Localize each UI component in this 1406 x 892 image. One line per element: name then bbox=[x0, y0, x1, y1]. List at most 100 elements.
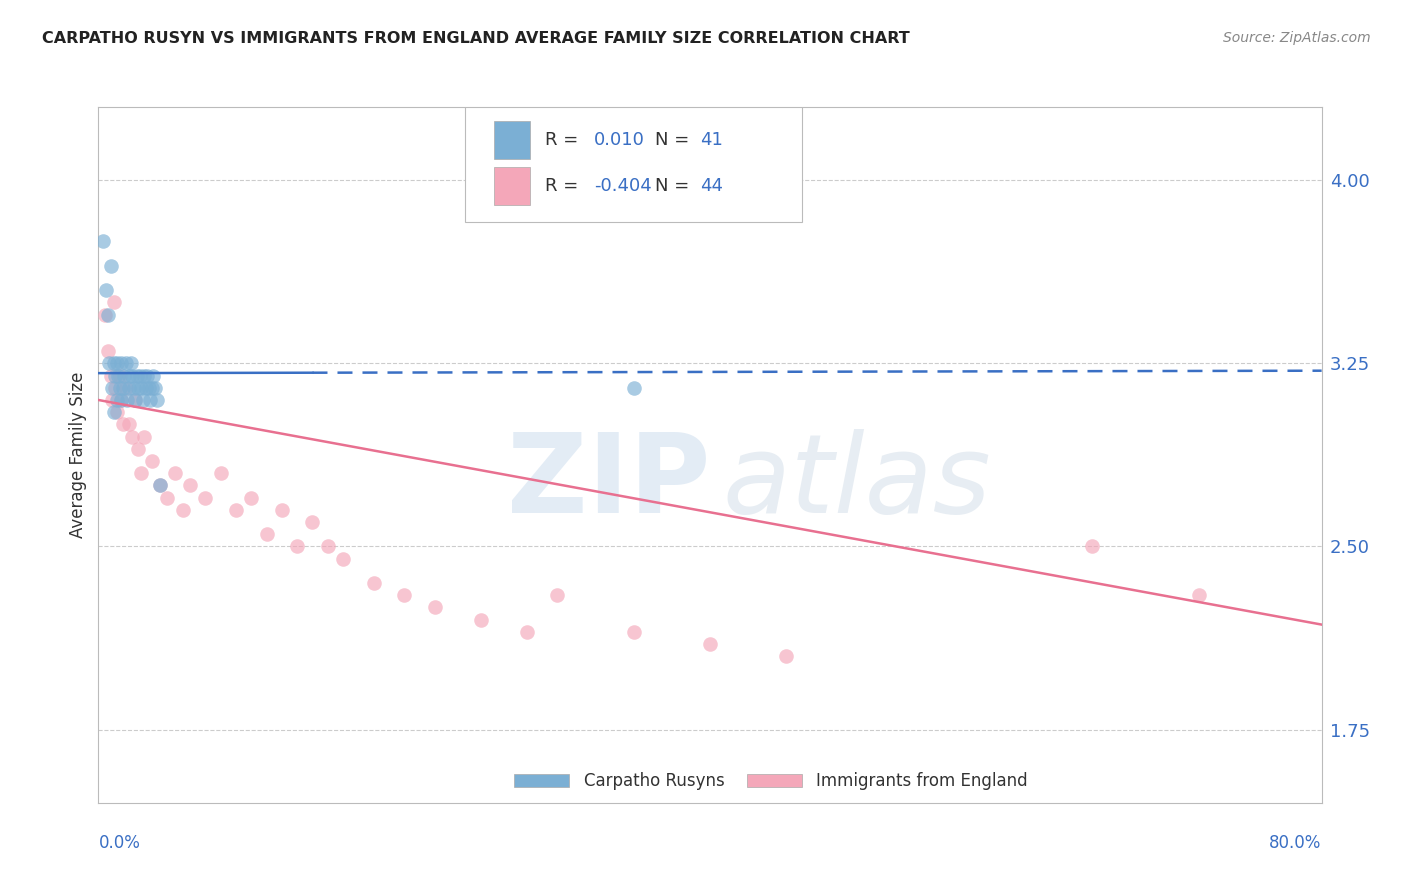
Text: 44: 44 bbox=[700, 177, 723, 194]
Text: N =: N = bbox=[655, 131, 695, 149]
Point bbox=[139, 392, 162, 407]
Point bbox=[98, 356, 121, 370]
Point bbox=[470, 613, 492, 627]
Point bbox=[546, 588, 568, 602]
Point bbox=[301, 515, 323, 529]
Point bbox=[392, 588, 416, 602]
Point bbox=[623, 381, 645, 395]
Text: R =: R = bbox=[546, 131, 583, 149]
Text: Source: ZipAtlas.com: Source: ZipAtlas.com bbox=[1223, 31, 1371, 45]
Text: 0.010: 0.010 bbox=[593, 131, 645, 149]
Point bbox=[97, 308, 120, 322]
Point bbox=[194, 491, 217, 505]
Point bbox=[127, 442, 149, 456]
Point bbox=[122, 381, 145, 395]
FancyBboxPatch shape bbox=[515, 774, 569, 787]
Point bbox=[115, 356, 138, 370]
Point bbox=[145, 392, 167, 407]
Point bbox=[108, 381, 131, 395]
Point bbox=[97, 344, 120, 359]
Point bbox=[94, 283, 117, 297]
FancyBboxPatch shape bbox=[465, 107, 801, 222]
Point bbox=[516, 624, 538, 639]
Point bbox=[129, 467, 152, 481]
Point bbox=[110, 356, 132, 370]
Point bbox=[141, 381, 163, 395]
Point bbox=[240, 491, 263, 505]
Text: CARPATHO RUSYN VS IMMIGRANTS FROM ENGLAND AVERAGE FAMILY SIZE CORRELATION CHART: CARPATHO RUSYN VS IMMIGRANTS FROM ENGLAN… bbox=[42, 31, 910, 46]
Point bbox=[163, 467, 186, 481]
Point bbox=[256, 527, 278, 541]
FancyBboxPatch shape bbox=[494, 120, 530, 159]
Point bbox=[129, 381, 152, 395]
Point bbox=[623, 624, 645, 639]
Point bbox=[285, 540, 308, 554]
Point bbox=[103, 405, 125, 419]
Text: -0.404: -0.404 bbox=[593, 177, 651, 194]
Point bbox=[156, 491, 179, 505]
Point bbox=[101, 392, 124, 407]
Point bbox=[1081, 540, 1104, 554]
Point bbox=[363, 576, 385, 591]
Point bbox=[111, 417, 134, 432]
Point bbox=[117, 392, 139, 407]
Point bbox=[423, 600, 446, 615]
Point bbox=[115, 381, 138, 395]
Text: ZIP: ZIP bbox=[506, 429, 710, 536]
Point bbox=[107, 368, 129, 383]
Text: 41: 41 bbox=[700, 131, 723, 149]
Point bbox=[134, 368, 156, 383]
FancyBboxPatch shape bbox=[747, 774, 801, 787]
Y-axis label: Average Family Size: Average Family Size bbox=[69, 372, 87, 538]
Point bbox=[105, 356, 128, 370]
Point bbox=[124, 392, 146, 407]
Point bbox=[149, 478, 172, 492]
Point bbox=[132, 392, 155, 407]
Point bbox=[121, 368, 143, 383]
Point bbox=[225, 503, 247, 517]
Point bbox=[138, 381, 160, 395]
FancyBboxPatch shape bbox=[494, 167, 530, 205]
Point bbox=[1188, 588, 1211, 602]
Point bbox=[125, 368, 148, 383]
Point bbox=[104, 368, 127, 383]
Point bbox=[100, 368, 122, 383]
Point bbox=[127, 381, 149, 395]
Point bbox=[316, 540, 339, 554]
Point bbox=[105, 405, 128, 419]
Text: Immigrants from England: Immigrants from England bbox=[817, 772, 1028, 789]
Text: atlas: atlas bbox=[723, 429, 991, 536]
Point bbox=[108, 368, 131, 383]
Point bbox=[141, 454, 163, 468]
Point bbox=[101, 381, 124, 395]
Point bbox=[136, 368, 159, 383]
Point bbox=[103, 356, 125, 370]
Text: R =: R = bbox=[546, 177, 583, 194]
Point bbox=[120, 356, 142, 370]
Text: 80.0%: 80.0% bbox=[1270, 834, 1322, 852]
Point bbox=[270, 503, 294, 517]
Point bbox=[172, 503, 194, 517]
Point bbox=[699, 637, 721, 651]
Point bbox=[134, 429, 156, 443]
Point bbox=[775, 649, 797, 664]
Point bbox=[143, 381, 166, 395]
Point bbox=[142, 368, 165, 383]
Point bbox=[209, 467, 232, 481]
Point bbox=[179, 478, 201, 492]
Point bbox=[118, 381, 141, 395]
Point bbox=[93, 308, 115, 322]
Text: 0.0%: 0.0% bbox=[98, 834, 141, 852]
Point bbox=[149, 478, 172, 492]
Point bbox=[118, 417, 141, 432]
Point bbox=[91, 235, 114, 249]
Point bbox=[332, 551, 354, 566]
Point bbox=[121, 429, 143, 443]
Point bbox=[100, 259, 122, 273]
Point bbox=[135, 381, 157, 395]
Point bbox=[110, 392, 132, 407]
Text: N =: N = bbox=[655, 177, 695, 194]
Point bbox=[124, 392, 146, 407]
Point bbox=[104, 381, 127, 395]
Point bbox=[118, 368, 141, 383]
